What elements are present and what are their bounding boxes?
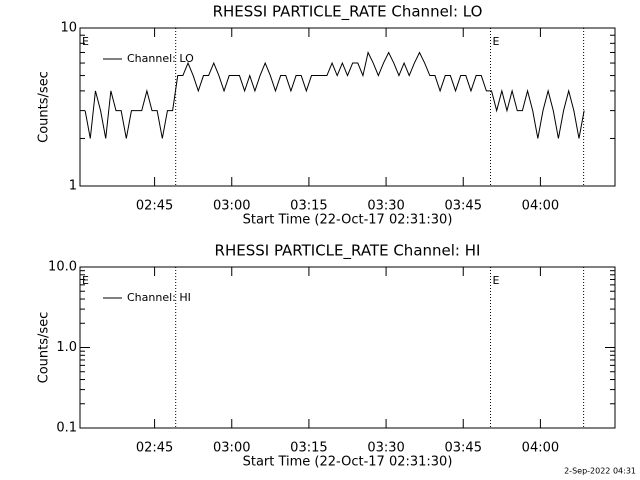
y-axis-label: Counts/sec [37,71,52,143]
plot-frame [79,27,616,187]
x-tick-label: 03:30 [367,199,404,214]
x-axis-label: Start Time (22-Oct-17 02:31:30) [243,455,453,470]
flag-label: E [82,35,89,48]
legend-label: Channel: HI [127,291,191,304]
y-tick-label: 1 [69,179,77,194]
flag-label: E [493,35,500,48]
y-tick-label: 10 [60,21,77,36]
x-tick-label: 04:00 [522,441,559,456]
x-tick-label: 04:00 [522,199,559,214]
x-tick-label: 03:45 [445,441,482,456]
x-tick-label: 03:00 [213,199,250,214]
y-tick-label: 10.0 [48,260,77,275]
x-axis-label: Start Time (22-Oct-17 02:31:30) [243,213,453,228]
x-tick-label: 03:45 [445,199,482,214]
x-tick-label: 02:45 [136,199,173,214]
chart-title: RHESSI PARTICLE_RATE Channel: HI [215,242,481,261]
x-tick-label: 02:45 [136,441,173,456]
legend-label: Channel: LO [127,52,194,65]
chart-title: RHESSI PARTICLE_RATE Channel: LO [213,3,483,22]
data-line [84,50,585,139]
y-tick-label: 0.1 [56,421,77,436]
x-tick-label: 03:15 [290,441,327,456]
x-tick-label: 03:00 [213,441,250,456]
x-tick-label: 03:30 [367,441,404,456]
flag-label: E [82,274,89,287]
flag-label: E [493,274,500,287]
y-axis-label: Counts/sec [37,312,52,384]
footer-date: 2-Sep-2022 04:31 [564,467,636,476]
x-tick-label: 03:15 [290,199,327,214]
y-tick-label: 1.0 [56,340,77,355]
